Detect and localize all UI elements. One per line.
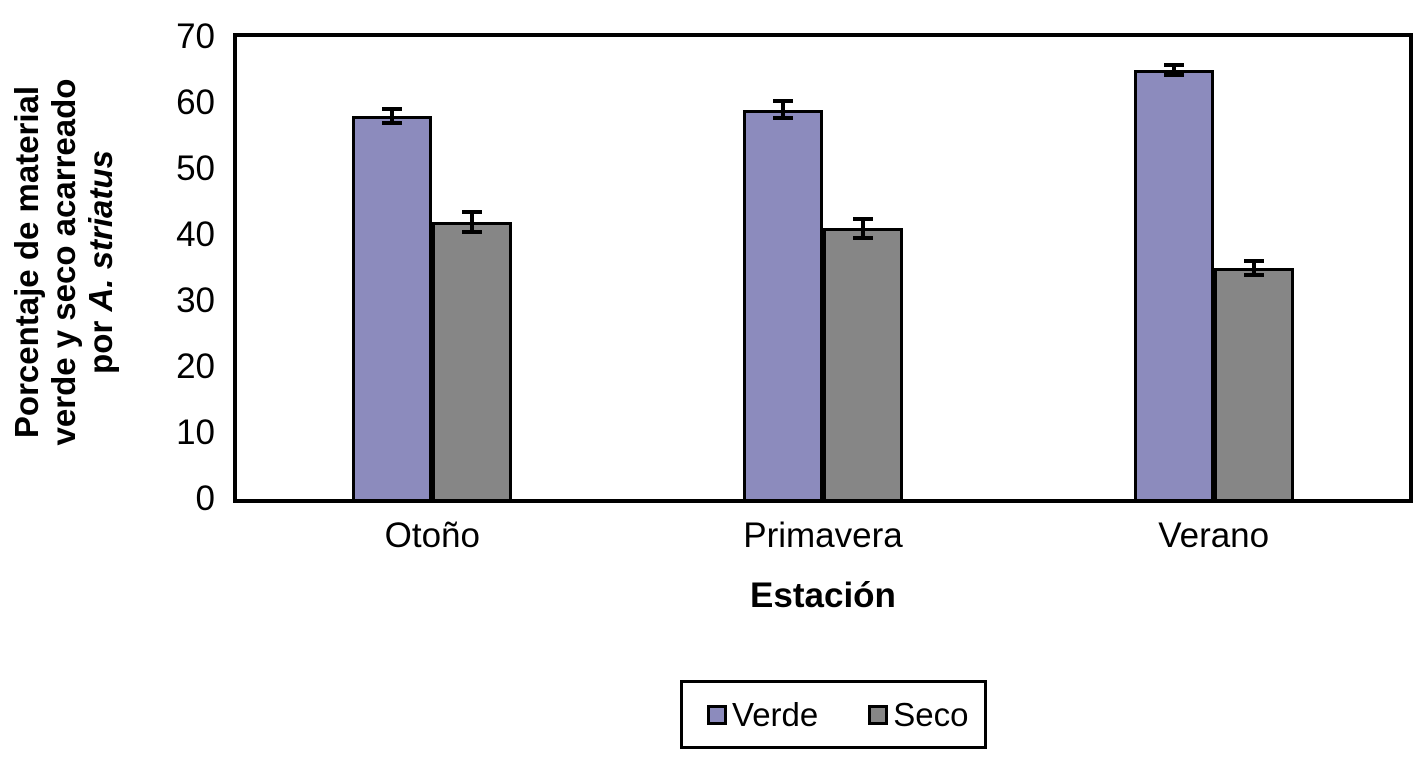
error-bar-cap-top xyxy=(1243,259,1264,264)
y-tick-label: 0 xyxy=(195,479,215,518)
y-tick-label: 50 xyxy=(176,149,215,188)
x-axis-title: Estación xyxy=(750,576,896,615)
error-bar-line xyxy=(1251,261,1256,275)
error-bar-line xyxy=(781,101,785,119)
bar-seco-3 xyxy=(1213,268,1294,499)
bar-seco-1 xyxy=(432,221,513,499)
error-bar-line xyxy=(470,211,475,232)
error-bar-cap-bottom xyxy=(1243,272,1264,277)
legend-label-seco: Seco xyxy=(893,696,969,733)
x-category-label: Primavera xyxy=(743,516,903,555)
y-tick-label: 60 xyxy=(176,83,215,122)
bar-verde-2 xyxy=(743,109,823,499)
y-tick-label: 10 xyxy=(176,413,215,452)
error-bar-cap-bottom xyxy=(1163,72,1184,77)
seco-swatch-icon xyxy=(868,704,889,725)
verde-swatch-icon xyxy=(707,704,727,725)
bar-seco-2 xyxy=(823,228,903,499)
error-bar-line xyxy=(390,108,395,124)
legend-item-verde: Verde xyxy=(707,698,818,731)
error-bar-cap-bottom xyxy=(853,236,873,241)
error-bar-cap-bottom xyxy=(462,229,483,234)
legend-item-seco: Seco xyxy=(868,698,968,731)
error-bar-cap-bottom xyxy=(773,116,793,121)
error-bar-cap-top xyxy=(853,216,873,221)
error-bar-cap-top xyxy=(382,106,403,111)
bar-verde-3 xyxy=(1133,70,1214,499)
error-bar-line xyxy=(861,218,865,239)
y-tick-label: 40 xyxy=(176,215,215,254)
error-bar-cap-top xyxy=(1163,63,1184,68)
x-category-label: Otoño xyxy=(384,516,480,555)
error-bar-cap-bottom xyxy=(382,121,403,126)
y-axis-title-line-1: Porcentaje de material xyxy=(8,85,45,439)
x-category-label: Verano xyxy=(1158,516,1270,555)
error-bar-cap-top xyxy=(462,209,483,214)
y-tick-label: 70 xyxy=(176,17,215,56)
error-bar-line xyxy=(1171,65,1176,75)
y-axis-title-line-2: verde y seco acarreado xyxy=(45,78,82,446)
error-bar-cap-top xyxy=(773,99,793,104)
y-tick-label: 30 xyxy=(176,281,215,320)
bar-verde-1 xyxy=(352,116,433,499)
legend: Verde Seco xyxy=(680,680,987,749)
legend-label-verde: Verde xyxy=(732,696,819,733)
y-tick-label: 20 xyxy=(176,347,215,386)
